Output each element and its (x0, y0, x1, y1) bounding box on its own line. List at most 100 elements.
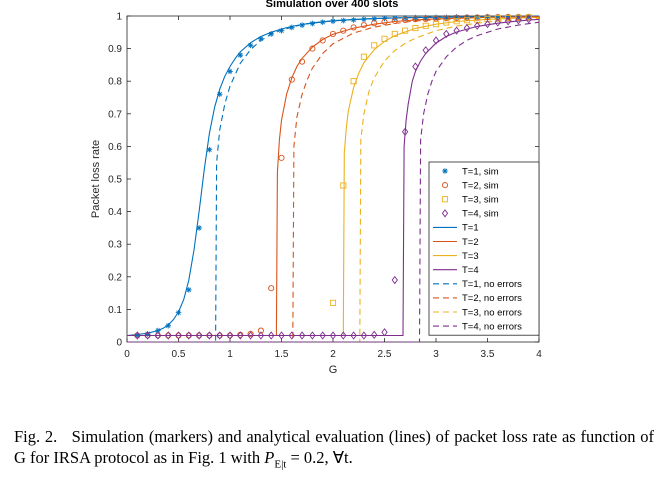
data-point-t-4-sim (185, 331, 192, 340)
data-point-t-3-sim (412, 25, 419, 32)
x-tick-label: 0 (124, 349, 130, 360)
data-point-t-4-sim (309, 331, 316, 340)
x-tick-label: 4 (536, 349, 542, 360)
y-tick-label: 0.3 (108, 240, 122, 251)
data-point-t-4-sim (216, 331, 223, 340)
legend-label: T=4, sim (462, 209, 499, 220)
data-point-t-2-sim (443, 15, 450, 22)
y-tick-label: 0.7 (108, 109, 122, 120)
caption-math-symbol: P (264, 448, 275, 467)
data-point-t-1-sim (237, 52, 244, 58)
legend-box (428, 161, 540, 336)
data-point-t-2-sim (329, 30, 337, 37)
data-point-t-1-sim (247, 42, 254, 49)
legend-label: T=2 (462, 237, 479, 248)
data-point-t-1-sim (227, 68, 233, 75)
data-point-t-3-sim (505, 14, 512, 22)
data-point-t-2-sim (371, 20, 378, 27)
data-point-t-3-sim (453, 18, 460, 25)
data-point-t-2-sim (319, 37, 326, 44)
data-point-t-2-sim (288, 76, 295, 83)
axis-ticks: 0 0.5 1 1.5 2 2.5 3 3.5 4 0 0.1 0.2 0.3 0.4 0.5 0.6 0.7 0… (108, 12, 542, 361)
data-point-t-1-sim (186, 287, 192, 293)
data-point-t-3-sim (360, 53, 367, 60)
legend-label: T=1 (462, 223, 479, 234)
caption-math-rest: = 0.2, ∀t. (286, 448, 353, 467)
data-point-t-4-sim (350, 331, 357, 340)
series-line-t-3-no-errors (127, 17, 540, 343)
data-point-t-3-sim (329, 299, 337, 306)
legend-symbol-t-4-sim (441, 209, 449, 218)
legend-symbol-t-1-sim (442, 168, 448, 174)
data-point-t-4-sim (371, 330, 378, 339)
data-point-t-4-sim (237, 331, 244, 340)
data-point-t-2-sim (350, 24, 357, 31)
data-point-t-1-sim (330, 18, 336, 25)
data-point-t-4-sim (257, 331, 265, 340)
data-point-t-4-sim (484, 20, 491, 29)
data-point-t-4-sim (268, 331, 275, 340)
y-tick-label: 0.9 (108, 44, 122, 55)
x-tick-label: 2 (330, 349, 336, 360)
series-line-t-4 (127, 18, 540, 337)
x-tick-label: 0.5 (172, 349, 186, 360)
data-point-t-1-sim (309, 20, 316, 27)
chart: Simulation over 400 slots 0 0.5 1 1.5 2 2.5 3 3… (90, 0, 542, 376)
data-point-t-2-sim (340, 27, 347, 34)
data-point-t-4-sim (525, 15, 532, 24)
data-point-t-4-sim (247, 331, 254, 340)
data-point-t-3-sim (340, 182, 347, 189)
x-tick-label: 2.5 (378, 349, 392, 360)
data-point-t-2-sim (381, 18, 388, 25)
x-tick-label: 3 (433, 349, 439, 360)
data-point-t-2-sim (299, 58, 306, 65)
caption-prefix: Fig. 2. (14, 427, 58, 446)
data-point-t-4-sim (144, 331, 151, 340)
data-point-t-3-sim (432, 21, 440, 28)
data-point-t-4-sim (401, 127, 409, 136)
legend-symbol-t-2-sim (441, 182, 449, 189)
data-point-t-4-sim (165, 331, 172, 340)
y-tick-label: 1 (116, 12, 122, 23)
data-point-t-1-sim (350, 17, 357, 23)
data-point-t-3-sim (525, 14, 532, 21)
data-point-t-4-sim (463, 23, 471, 33)
data-point-t-3-sim (422, 22, 429, 29)
data-point-t-4-sim (474, 21, 481, 30)
data-point-t-3-sim (515, 14, 522, 21)
data-point-t-3-sim (371, 42, 378, 49)
data-point-t-3-sim (391, 30, 398, 37)
y-tick-label: 0.5 (108, 175, 122, 186)
data-point-t-1-sim (340, 17, 347, 24)
data-point-t-4-sim (360, 331, 368, 340)
y-tick-label: 0.1 (108, 305, 122, 316)
y-tick-label: 0.2 (108, 272, 122, 283)
data-point-t-2-sim (268, 285, 275, 292)
x-tick-label: 1.5 (275, 349, 289, 360)
data-point-t-4-sim (298, 331, 306, 340)
data-point-t-4-sim (226, 331, 234, 340)
data-point-t-2-sim (247, 330, 254, 337)
data-point-t-4-sim (515, 16, 522, 25)
data-point-t-4-sim (134, 331, 141, 340)
legend-label: T=2, sim (462, 180, 499, 191)
data-point-t-1-sim (165, 322, 171, 329)
data-point-t-4-sim (381, 328, 388, 337)
data-point-t-3-sim (350, 78, 357, 85)
data-point-t-4-sim (412, 62, 419, 71)
data-point-t-2-sim (391, 17, 398, 24)
data-point-t-1-sim (299, 22, 305, 28)
data-point-t-3-sim (402, 27, 409, 34)
data-point-t-4-sim (278, 331, 285, 340)
data-point-t-2-sim (257, 327, 264, 334)
y-tick-label: 0.8 (108, 77, 122, 88)
x-axis-label: G (329, 364, 338, 376)
data-point-t-4-sim (453, 26, 460, 35)
series-markers (134, 13, 532, 340)
x-tick-label: 1 (227, 349, 233, 360)
data-point-t-4-sim (432, 36, 440, 45)
data-point-t-1-sim (268, 31, 274, 37)
data-point-t-4-sim (391, 275, 398, 285)
y-tick-label: 0 (116, 338, 122, 349)
data-point-t-2-sim (402, 16, 409, 23)
